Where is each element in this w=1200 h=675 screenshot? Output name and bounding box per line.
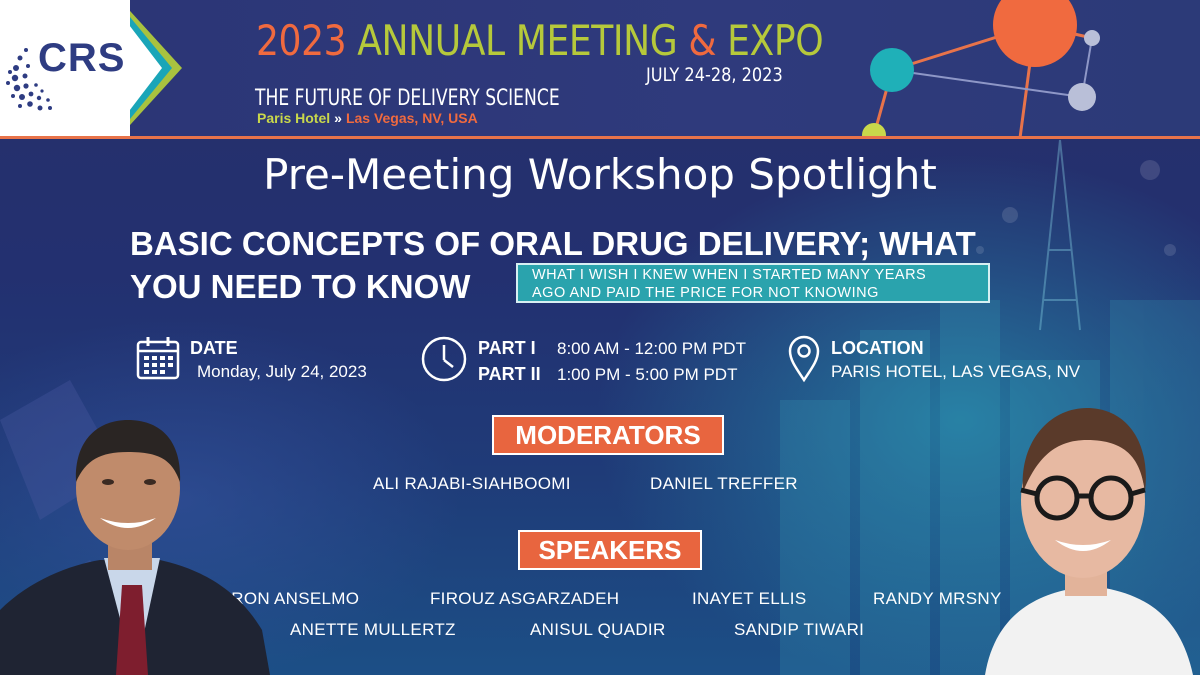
speaker-name: RANDY MRSNY bbox=[873, 589, 1002, 608]
speaker-name: AARON ANSELMO bbox=[208, 589, 360, 608]
course-subtitle: WHAT I WISH I KNEW WHEN I STARTED MANY Y… bbox=[532, 266, 926, 302]
meeting-dates: JULY 24-28, 2023 bbox=[646, 64, 783, 86]
course-subtitle-line1: WHAT I WISH I KNEW WHEN I STARTED MANY Y… bbox=[532, 267, 927, 283]
venue-hotel: Paris Hotel bbox=[257, 110, 331, 126]
part2-time: 1:00 PM - 5:00 PM PDT bbox=[557, 365, 738, 384]
course-title-line1: BASIC CONCEPTS OF ORAL DRUG DELIVERY; WH… bbox=[130, 225, 976, 262]
speaker-name: SANDIP TIWARI bbox=[734, 620, 865, 639]
venue-arrow-icon: » bbox=[334, 110, 342, 126]
crs-logo-text: CRS bbox=[38, 36, 126, 80]
location-label: LOCATION bbox=[831, 338, 924, 358]
map-pin-icon bbox=[788, 335, 820, 383]
speaker-name: INAYET ELLIS bbox=[692, 589, 807, 608]
meeting-year: 2023 bbox=[256, 16, 347, 65]
molecule-network-graphic bbox=[862, 0, 1100, 138]
crs-logo-dots-icon bbox=[6, 48, 52, 111]
course-title-line2: YOU NEED TO KNOW bbox=[130, 268, 471, 305]
speaker-name: FIROUZ ASGARZADEH bbox=[430, 589, 620, 608]
moderator-photo-left bbox=[0, 420, 270, 675]
speakers-badge: SPEAKERS bbox=[518, 530, 702, 570]
location-value: PARIS HOTEL, LAS VEGAS, NV bbox=[831, 362, 1081, 381]
moderator-name: ALI RAJABI-SIAHBOOMI bbox=[373, 474, 571, 493]
meeting-expo-text: EXPO bbox=[727, 16, 824, 65]
part1-label: PART I bbox=[478, 338, 536, 358]
clock-icon bbox=[421, 336, 467, 382]
page-title: Pre-Meeting Workshop Spotlight bbox=[263, 150, 937, 199]
speaker-name: ANETTE MULLERTZ bbox=[290, 620, 456, 639]
course-subtitle-box: WHAT I WISH I KNEW WHEN I STARTED MANY Y… bbox=[516, 263, 990, 303]
course-subtitle-line2: AGO AND PAID THE PRICE FOR NOT KNOWING bbox=[532, 285, 879, 301]
part1-time: 8:00 AM - 12:00 PM PDT bbox=[557, 339, 746, 358]
meeting-venue: Paris Hotel» Las Vegas, NV, USA bbox=[257, 110, 478, 126]
meeting-title-text: ANNUAL MEETING bbox=[357, 16, 678, 65]
date-value: Monday, July 24, 2023 bbox=[197, 362, 367, 381]
moderator-photo-right bbox=[985, 408, 1193, 675]
logo-panel bbox=[0, 0, 130, 136]
part2-label: PART II bbox=[478, 364, 541, 384]
date-label: DATE bbox=[190, 338, 238, 358]
course-title: BASIC CONCEPTS OF ORAL DRUG DELIVERY; WH… bbox=[130, 222, 976, 308]
speaker-name: ANISUL QUADIR bbox=[530, 620, 666, 639]
calendar-icon bbox=[136, 337, 180, 380]
moderators-badge: MODERATORS bbox=[492, 415, 724, 455]
header-divider bbox=[0, 136, 1200, 139]
venue-city: Las Vegas, NV, USA bbox=[345, 110, 478, 126]
meeting-ampersand: & bbox=[688, 16, 717, 65]
moderator-name: DANIEL TREFFER bbox=[650, 474, 798, 493]
meeting-title: 2023 ANNUAL MEETING & EXPO bbox=[256, 16, 824, 65]
meeting-tagline: THE FUTURE OF DELIVERY SCIENCE bbox=[255, 86, 560, 111]
